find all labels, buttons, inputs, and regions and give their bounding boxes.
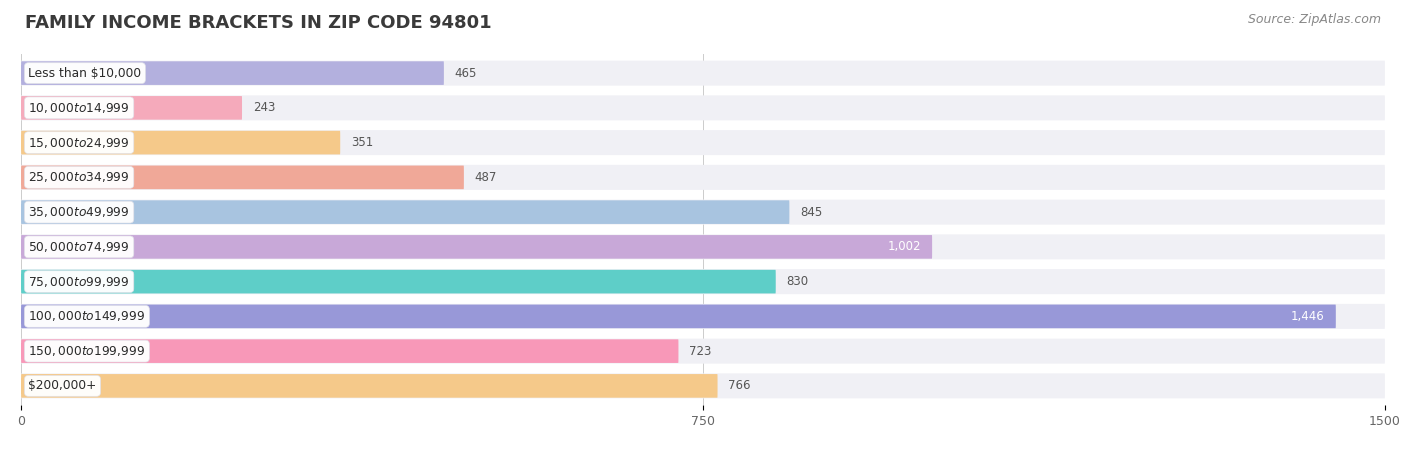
FancyBboxPatch shape <box>21 374 1385 398</box>
Text: 351: 351 <box>352 136 374 149</box>
Text: $75,000 to $99,999: $75,000 to $99,999 <box>28 274 129 288</box>
FancyBboxPatch shape <box>21 270 776 293</box>
Text: $15,000 to $24,999: $15,000 to $24,999 <box>28 135 129 149</box>
Text: Source: ZipAtlas.com: Source: ZipAtlas.com <box>1247 14 1381 27</box>
Text: $100,000 to $149,999: $100,000 to $149,999 <box>28 310 145 324</box>
FancyBboxPatch shape <box>21 131 340 154</box>
Text: Less than $10,000: Less than $10,000 <box>28 67 142 80</box>
Text: 845: 845 <box>800 206 823 219</box>
FancyBboxPatch shape <box>21 339 679 363</box>
FancyBboxPatch shape <box>21 235 932 259</box>
FancyBboxPatch shape <box>21 269 1385 294</box>
FancyBboxPatch shape <box>21 374 717 398</box>
Text: $50,000 to $74,999: $50,000 to $74,999 <box>28 240 129 254</box>
FancyBboxPatch shape <box>21 338 1385 364</box>
Text: $200,000+: $200,000+ <box>28 379 97 392</box>
Text: FAMILY INCOME BRACKETS IN ZIP CODE 94801: FAMILY INCOME BRACKETS IN ZIP CODE 94801 <box>25 14 492 32</box>
Text: 1,002: 1,002 <box>887 240 921 253</box>
FancyBboxPatch shape <box>21 200 789 224</box>
Text: 465: 465 <box>454 67 477 80</box>
FancyBboxPatch shape <box>21 95 1385 121</box>
Text: 830: 830 <box>786 275 808 288</box>
FancyBboxPatch shape <box>21 130 1385 155</box>
Text: $150,000 to $199,999: $150,000 to $199,999 <box>28 344 145 358</box>
Text: $25,000 to $34,999: $25,000 to $34,999 <box>28 171 129 184</box>
Text: 723: 723 <box>689 345 711 358</box>
FancyBboxPatch shape <box>21 165 1385 190</box>
FancyBboxPatch shape <box>21 305 1336 328</box>
Text: 487: 487 <box>475 171 498 184</box>
FancyBboxPatch shape <box>21 304 1385 329</box>
Text: $35,000 to $49,999: $35,000 to $49,999 <box>28 205 129 219</box>
Text: 1,446: 1,446 <box>1291 310 1324 323</box>
Text: 243: 243 <box>253 101 276 114</box>
FancyBboxPatch shape <box>21 61 444 85</box>
Text: 766: 766 <box>728 379 751 392</box>
FancyBboxPatch shape <box>21 96 242 120</box>
FancyBboxPatch shape <box>21 61 1385 86</box>
Text: $10,000 to $14,999: $10,000 to $14,999 <box>28 101 129 115</box>
FancyBboxPatch shape <box>21 166 464 189</box>
FancyBboxPatch shape <box>21 234 1385 259</box>
FancyBboxPatch shape <box>21 200 1385 225</box>
